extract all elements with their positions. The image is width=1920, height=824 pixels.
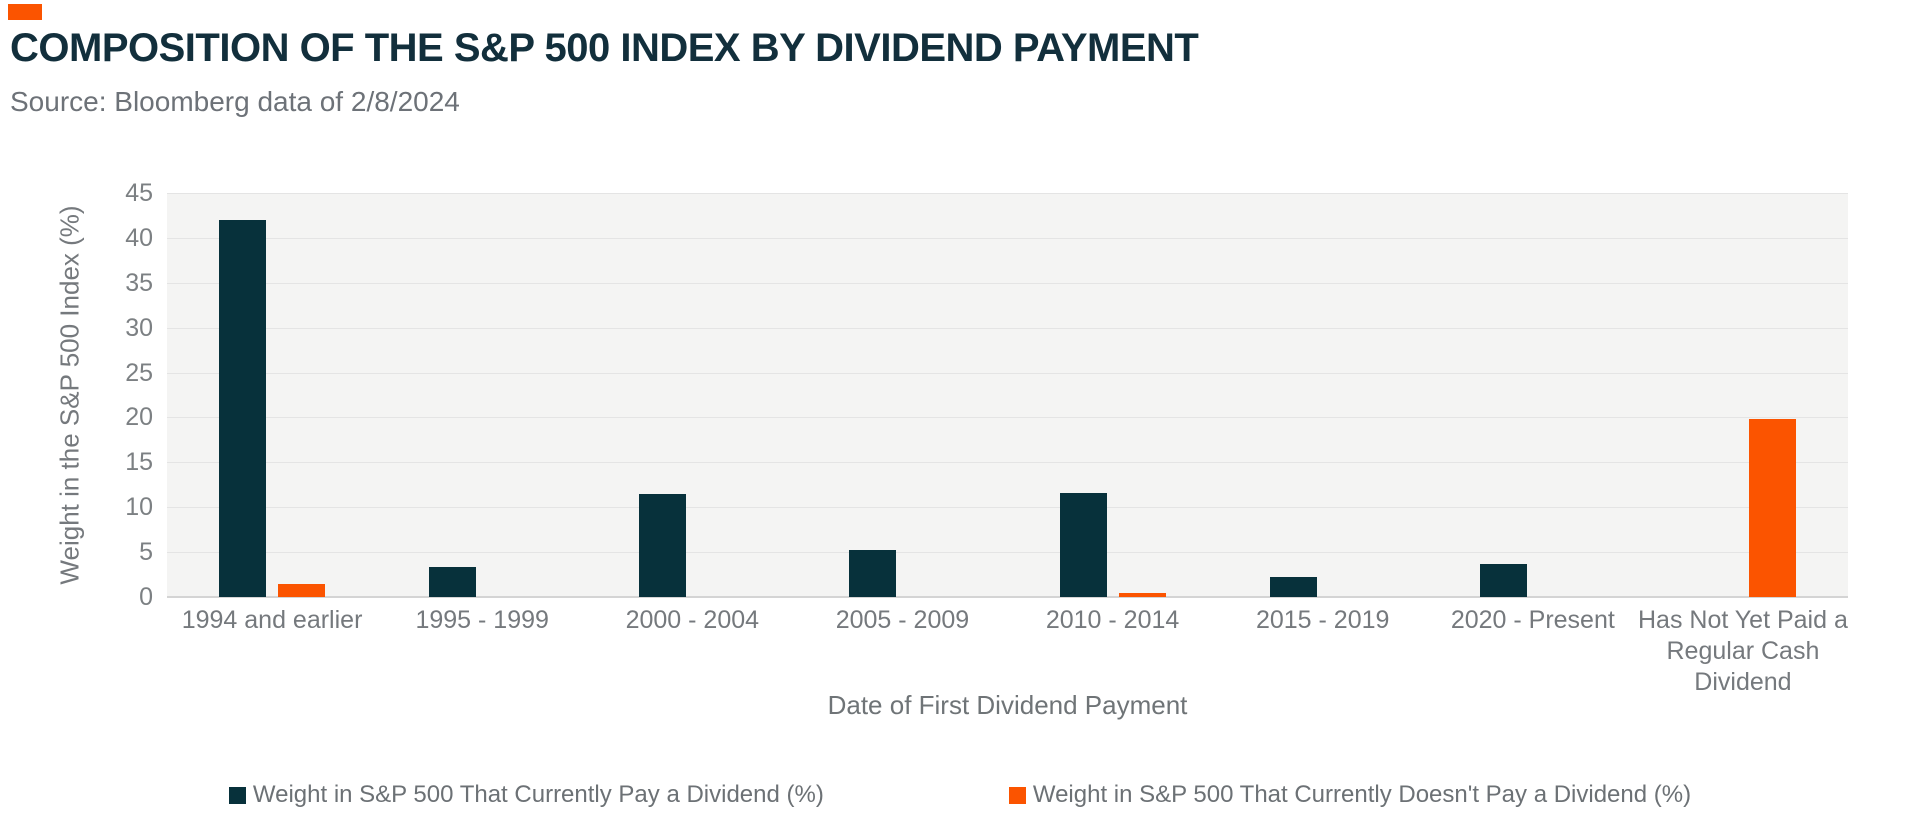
bar-payers-4	[1059, 492, 1107, 597]
bar-payers-1	[429, 567, 477, 597]
page-title: COMPOSITION OF THE S&P 500 INDEX BY DIVI…	[10, 26, 1199, 70]
x-category-label-2: 2000 - 2004	[625, 606, 760, 634]
legend-swatch-orange-icon	[1008, 786, 1026, 804]
y-tick-label-0: 0	[139, 583, 153, 611]
bar-payers-6	[1479, 563, 1527, 597]
bar-nonpayers-0	[278, 583, 326, 597]
legend-label-non-payers: Weight in S&P 500 That Currently Doesn't…	[1032, 781, 1692, 808]
y-tick-label-15: 15	[125, 448, 153, 477]
x-axis-title: Date of First Dividend Payment	[827, 690, 1188, 720]
bar-nonpayers-7	[1748, 419, 1796, 597]
gridline-40	[167, 237, 1848, 239]
y-tick-label-10: 10	[125, 493, 153, 522]
bar-nonpayers-4	[1118, 593, 1166, 597]
y-tick-label-45: 45	[125, 179, 153, 207]
legend-item-non-payers: Weight in S&P 500 That Currently Doesn't…	[1008, 781, 1692, 809]
x-category-label-4: 2010 - 2014	[1045, 606, 1180, 634]
gridline-30	[167, 327, 1848, 329]
bar-payers-0	[219, 219, 267, 597]
x-category-label-3: 2005 - 2009	[835, 606, 970, 634]
gridline-15	[167, 462, 1848, 464]
plot-area: 45 40 35 30 25 20 15 10 5 0 1994 and earlier 1995 -…	[125, 179, 1848, 696]
x-category-label-5: 2015 - 2019	[1255, 606, 1390, 634]
gridline-35	[167, 282, 1848, 284]
bar-payers-2	[639, 493, 687, 597]
legend: Weight in S&P 500 That Currently Pay a D…	[0, 781, 1920, 809]
y-tick-label-5: 5	[139, 538, 153, 567]
y-tick-label-35: 35	[125, 268, 153, 297]
source-caption: Source: Bloomberg data of 2/8/2024	[10, 86, 460, 117]
gridline-10	[167, 507, 1848, 509]
y-tick-label-40: 40	[125, 223, 153, 252]
accent-square-icon	[8, 4, 42, 20]
y-tick-label-20: 20	[125, 403, 153, 432]
bar-payers-5	[1269, 577, 1317, 597]
x-axis-line	[167, 596, 1848, 598]
x-category-label-1: 1995 - 1999	[415, 606, 549, 634]
bar-payers-3	[849, 550, 897, 597]
x-category-label-6: 2020 - Present	[1450, 606, 1615, 634]
y-tick-label-25: 25	[125, 358, 153, 387]
gridline-20	[167, 417, 1848, 419]
legend-item-dividend-payers: Weight in S&P 500 That Currently Pay a D…	[228, 781, 824, 809]
y-axis-title: Weight in the S&P 500 Index (%)	[54, 205, 85, 585]
legend-swatch-dark-icon	[228, 786, 246, 804]
gridline-45	[167, 193, 1848, 194]
x-category-label-7: Has Not Yet Paid a Regular Cash Dividend	[1638, 606, 1848, 696]
gridline-5	[167, 552, 1848, 554]
gridline-25	[167, 372, 1848, 374]
x-category-label-0: 1994 and earlier	[181, 606, 363, 634]
legend-label-dividend-payers: Weight in S&P 500 That Currently Pay a D…	[252, 781, 824, 808]
y-tick-label-30: 30	[125, 313, 153, 342]
